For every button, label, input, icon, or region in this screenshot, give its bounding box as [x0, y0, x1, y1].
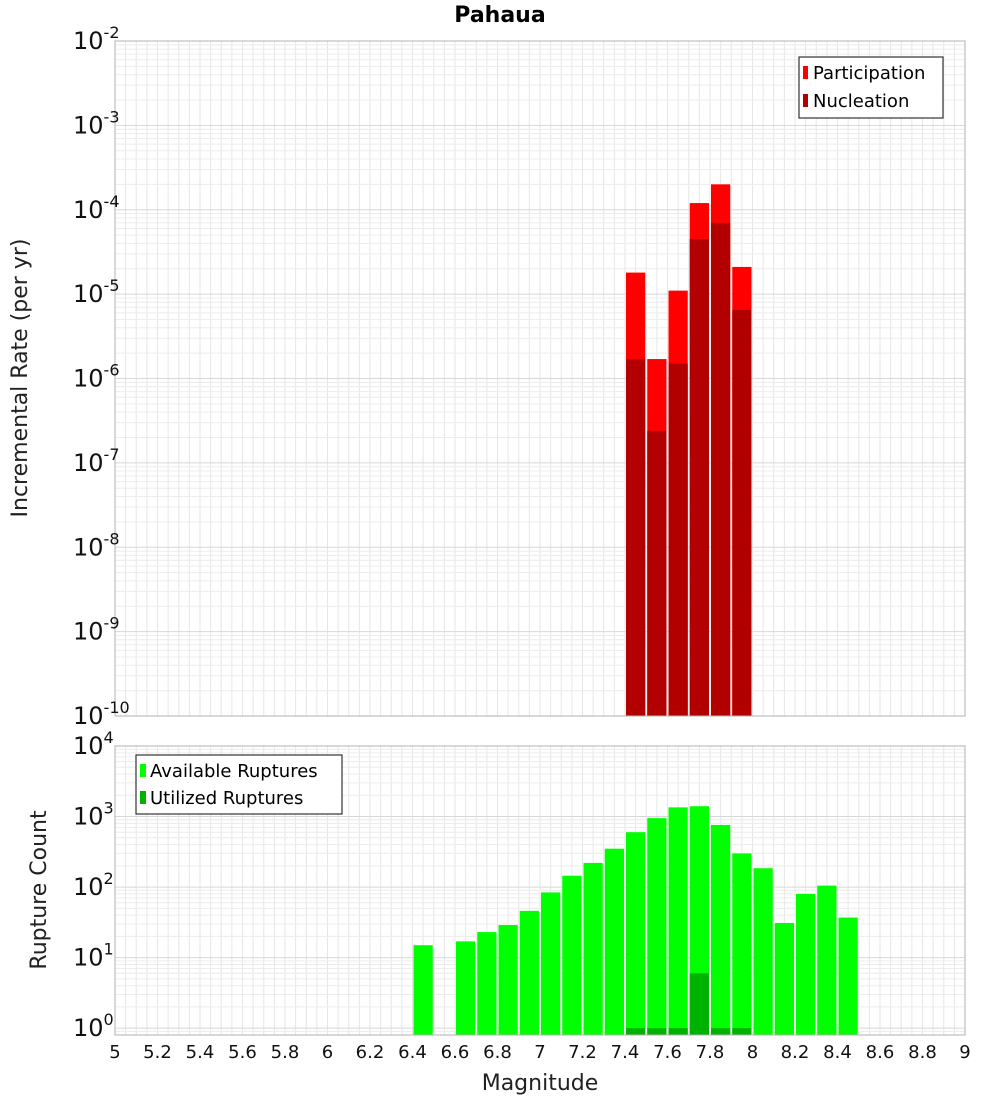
- bottom-bar-available-ruptures-7.05: [541, 892, 561, 1035]
- bottom-bar-available-ruptures-6.65: [456, 941, 476, 1035]
- legend-swatch-participation: [803, 66, 808, 79]
- x-tick-label: 5.6: [228, 1042, 257, 1063]
- top-y-tick-label: 10-9: [73, 614, 120, 646]
- bottom-bar-available-ruptures-6.85: [498, 925, 518, 1035]
- legend-label-available-ruptures: Available Ruptures: [150, 761, 318, 782]
- x-tick-label: 7.4: [611, 1042, 640, 1063]
- top-legend-box: [798, 56, 944, 119]
- top-bar-nucleation-7.55: [647, 430, 667, 716]
- top-bar-nucleation-7.65: [668, 363, 688, 716]
- legend-swatch-nucleation: [803, 94, 808, 107]
- bottom-bar-available-ruptures-8.05: [753, 868, 773, 1035]
- chart-title: Pahaua: [454, 3, 545, 28]
- bottom-bar-utilized-ruptures-7.95: [732, 1028, 752, 1035]
- bottom-y-axis-label: Rupture Count: [27, 810, 52, 970]
- bottom-y-tick-label: 103: [73, 799, 114, 831]
- bottom-bar-utilized-ruptures-7.75: [689, 973, 709, 1035]
- bottom-bar-available-ruptures-7.85: [711, 824, 731, 1035]
- x-tick-label: 5: [109, 1042, 120, 1063]
- bottom-bar-available-ruptures-8.15: [774, 922, 794, 1035]
- bottom-plot-frame: [114, 745, 966, 1036]
- bottom-bar-available-ruptures-8.25: [796, 893, 816, 1035]
- bottom-bar-available-ruptures-6.95: [519, 910, 539, 1035]
- legend-label-nucleation: Nucleation: [813, 91, 909, 112]
- bottom-bar-available-ruptures-7.15: [562, 875, 582, 1035]
- bottom-bar-utilized-ruptures-7.85: [711, 1028, 731, 1035]
- bottom-bar-available-ruptures-6.75: [477, 932, 497, 1035]
- top-y-tick-label: 10-8: [73, 529, 120, 561]
- x-tick-label: 7.2: [568, 1042, 597, 1063]
- top-y-tick-label: 10-6: [73, 361, 120, 393]
- bottom-y-tick-label: 100: [73, 1010, 114, 1042]
- top-y-tick-label: 10-2: [73, 23, 120, 55]
- bottom-bar-available-ruptures-7.95: [732, 853, 752, 1035]
- bottom-bar-available-ruptures-7.35: [604, 848, 624, 1035]
- bottom-legend-box: [135, 754, 343, 815]
- top-y-tick-label: 10-10: [73, 698, 130, 730]
- bottom-legend: Available Ruptures Utilized Ruptures: [135, 754, 343, 815]
- legend-label-utilized-ruptures: Utilized Ruptures: [150, 788, 303, 809]
- x-tick-label: 6: [322, 1042, 333, 1063]
- bottom-bar-available-ruptures-7.65: [668, 807, 688, 1035]
- x-tick-label: 7.8: [696, 1042, 725, 1063]
- legend-swatch-utilized-ruptures: [140, 791, 146, 804]
- top-bar-nucleation-7.85: [711, 222, 731, 716]
- x-tick-label: 6.6: [441, 1042, 470, 1063]
- x-tick-label: 8: [747, 1042, 758, 1063]
- bottom-bar-utilized-ruptures-7.45: [626, 1028, 646, 1035]
- x-tick-label: 5.8: [271, 1042, 300, 1063]
- top-plot-frame: [114, 40, 966, 717]
- top-panel: 10-2 10-3 10-4 10-5 10-6 10-7 10-8 10-9 10-10: [73, 23, 966, 730]
- x-tick-label: 8.4: [823, 1042, 852, 1063]
- x-tick-label: 5.2: [143, 1042, 172, 1063]
- x-axis-label: Magnitude: [482, 1071, 599, 1096]
- x-tick-label: 7: [534, 1042, 545, 1063]
- x-tick-label: 7.6: [653, 1042, 682, 1063]
- bottom-bar-available-ruptures-6.45: [413, 945, 433, 1035]
- legend-swatch-available-ruptures: [140, 764, 146, 777]
- bottom-bar-available-ruptures-7.25: [583, 862, 603, 1035]
- bottom-bar-available-ruptures-8.45: [838, 917, 858, 1035]
- bottom-bar-utilized-ruptures-7.65: [668, 1028, 688, 1035]
- x-tick-label: 8.2: [781, 1042, 810, 1063]
- x-tick-labels: 5 5.2 5.4 5.6 5.8 6 6.2 6.4 6.6 6.8 7 7.2 7.4 7.6 7.8 8…: [109, 1042, 970, 1063]
- top-y-axis-label: Incremental Rate (per yr): [8, 239, 33, 518]
- x-tick-label: 6.2: [356, 1042, 385, 1063]
- x-tick-label: 6.8: [483, 1042, 512, 1063]
- top-y-tick-label: 10-4: [73, 192, 120, 224]
- bottom-y-tick-label: 104: [73, 728, 114, 760]
- bottom-y-tick-label: 101: [73, 940, 114, 972]
- top-legend: Participation Nucleation: [798, 56, 944, 119]
- bottom-y-tick-label: 102: [73, 869, 114, 901]
- top-y-tick-label: 10-7: [73, 445, 120, 477]
- x-tick-label: 8.6: [866, 1042, 895, 1063]
- top-bar-nucleation-7.45: [626, 359, 646, 716]
- bottom-bar-available-ruptures-7.45: [626, 832, 646, 1035]
- bottom-bar-available-ruptures-8.35: [817, 885, 837, 1035]
- top-y-tick-label: 10-5: [73, 276, 120, 308]
- x-tick-label: 5.4: [186, 1042, 215, 1063]
- top-bar-nucleation-7.75: [689, 239, 709, 716]
- x-tick-label: 8.8: [908, 1042, 937, 1063]
- x-tick-label: 6.4: [398, 1042, 427, 1063]
- legend-label-participation: Participation: [813, 63, 925, 84]
- x-tick-label: 9: [959, 1042, 970, 1063]
- top-bar-nucleation-7.95: [732, 309, 752, 716]
- bottom-bar-utilized-ruptures-7.55: [647, 1028, 667, 1035]
- bottom-bar-available-ruptures-7.55: [647, 818, 667, 1035]
- top-y-tick-label: 10-3: [73, 107, 120, 139]
